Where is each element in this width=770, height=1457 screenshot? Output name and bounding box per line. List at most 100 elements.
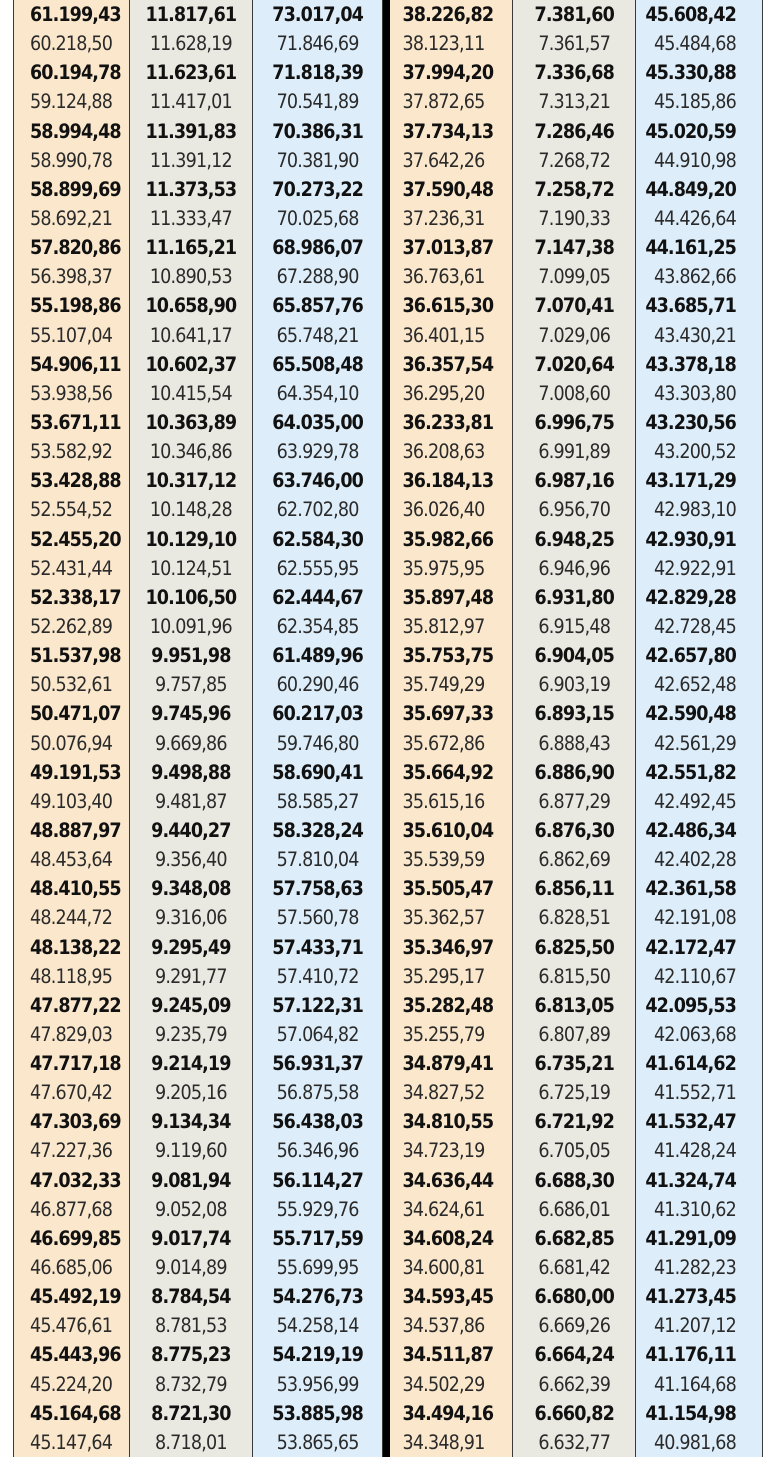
table-cell: 41.532,47 xyxy=(645,1110,737,1134)
table-cell: 43.862,66 xyxy=(653,265,737,289)
table-cell: 6.688,30 xyxy=(534,1168,615,1192)
table-cell: 11.817,61 xyxy=(145,3,238,26)
table-cell: 7.313,21 xyxy=(538,90,611,114)
table-cell: 58.690,41 xyxy=(272,760,364,784)
table-cell: 46.685,06 xyxy=(30,1256,113,1280)
table-cell: 58.990,78 xyxy=(30,148,113,172)
table-cell: 34.600,81 xyxy=(402,1256,485,1280)
table-cell: 9.951,98 xyxy=(151,644,231,668)
table-cell: 45.484,68 xyxy=(653,32,737,56)
table-cell: 9.348,08 xyxy=(151,877,231,901)
table-cell: 45.224,20 xyxy=(30,1372,113,1396)
table-cell: 35.664,92 xyxy=(402,760,494,784)
table-cell: 38.123,11 xyxy=(402,32,485,56)
table-cell: 49.103,40 xyxy=(30,789,113,813)
table-cell: 57.758,63 xyxy=(272,877,364,901)
table-cell: 35.539,59 xyxy=(402,848,485,872)
table-cell: 70.541,89 xyxy=(276,90,360,114)
table-cell: 6.632,77 xyxy=(538,1430,611,1454)
table-cell: 8.781,53 xyxy=(155,1314,228,1338)
table-cell: 36.233,81 xyxy=(402,410,494,434)
table-cell: 65.748,21 xyxy=(276,323,360,347)
table-cell: 6.807,89 xyxy=(538,1022,611,1046)
table-cell: 62.702,80 xyxy=(276,498,360,522)
table-cell: 58.899,69 xyxy=(30,177,122,201)
table-cell: 60.194,78 xyxy=(30,61,122,85)
table-cell: 48.453,64 xyxy=(30,848,113,872)
table-cell: 7.008,60 xyxy=(538,381,611,405)
table-cell: 6.888,43 xyxy=(538,731,611,755)
table-cell: 9.745,96 xyxy=(151,702,231,726)
table-cell: 10.317,12 xyxy=(145,469,238,493)
table-cell: 54.219,19 xyxy=(272,1343,364,1367)
table-cell: 10.641,17 xyxy=(149,323,233,347)
table-cell: 64.354,10 xyxy=(276,381,360,405)
table-cell: 64.035,00 xyxy=(272,410,364,434)
table-cell: 6.664,24 xyxy=(534,1343,615,1367)
table-cell: 44.910,98 xyxy=(653,148,737,172)
column-2: 11.817,61 11.628,19 11.623,61 11.417,01 11.3… xyxy=(129,0,253,1457)
table-cell: 42.922,91 xyxy=(653,556,737,580)
table-cell: 53.428,88 xyxy=(30,469,122,493)
table-cell: 46.877,68 xyxy=(30,1197,113,1221)
table-cell: 36.184,13 xyxy=(402,469,494,493)
table-cell: 56.931,37 xyxy=(272,1052,364,1076)
table-cell: 52.338,17 xyxy=(30,585,122,609)
table-cell: 35.749,29 xyxy=(402,673,485,697)
table-cell: 10.346,86 xyxy=(149,440,233,464)
table-cell: 10.129,10 xyxy=(145,527,238,551)
table-cell: 47.227,36 xyxy=(30,1139,113,1163)
table-cell: 68.986,07 xyxy=(272,236,364,260)
table-cell: 41.282,23 xyxy=(653,1256,737,1280)
table-cell: 42.110,67 xyxy=(653,964,737,988)
table-cell: 54.258,14 xyxy=(276,1314,360,1338)
table-cell: 9.081,94 xyxy=(151,1168,231,1192)
table-cell: 6.825,50 xyxy=(534,935,615,959)
table-cell: 42.402,28 xyxy=(653,848,737,872)
table-cell: 6.721,92 xyxy=(534,1110,615,1134)
table-cell: 6.948,25 xyxy=(534,527,615,551)
table-cell: 49.191,53 xyxy=(30,760,122,784)
table-cell: 47.877,22 xyxy=(30,993,122,1017)
table-cell: 35.295,17 xyxy=(402,964,485,988)
table-cell: 7.020,64 xyxy=(534,352,615,376)
table-cell: 46.699,85 xyxy=(30,1226,122,1250)
table-cell: 36.401,15 xyxy=(402,323,485,347)
table-cell: 10.124,51 xyxy=(149,556,233,580)
table-cell: 45.330,88 xyxy=(645,61,737,85)
table-cell: 7.268,72 xyxy=(538,148,611,172)
table-cell: 34.537,86 xyxy=(402,1314,485,1338)
table-cell: 9.316,06 xyxy=(155,906,228,930)
table-cell: 36.357,54 xyxy=(402,352,494,376)
table-cell: 42.930,91 xyxy=(645,527,737,551)
table-cell: 9.017,74 xyxy=(151,1226,231,1250)
table-cell: 7.336,68 xyxy=(534,61,615,85)
table-cell: 63.746,00 xyxy=(272,469,364,493)
table-cell: 53.582,92 xyxy=(30,440,113,464)
table-cell: 55.107,04 xyxy=(30,323,113,347)
table-cell: 41.310,62 xyxy=(653,1197,737,1221)
table-cell: 37.872,65 xyxy=(402,90,485,114)
table-cell: 34.624,61 xyxy=(402,1197,485,1221)
table-cell: 61.489,96 xyxy=(272,644,364,668)
table-cell: 6.931,80 xyxy=(534,585,615,609)
table-cell: 55.699,95 xyxy=(276,1256,360,1280)
table-cell: 34.502,29 xyxy=(402,1372,485,1396)
table-cell: 8.784,54 xyxy=(151,1285,231,1309)
table-cell: 9.669,86 xyxy=(155,731,228,755)
table-cell: 70.025,68 xyxy=(276,206,360,230)
table-cell: 6.946,96 xyxy=(538,556,611,580)
table-cell: 10.890,53 xyxy=(149,265,233,289)
column-3: 73.017,04 71.846,69 71.818,39 70.541,89 70.3… xyxy=(252,0,384,1457)
table-cell: 34.511,87 xyxy=(402,1343,494,1367)
table-cell: 6.828,51 xyxy=(538,906,611,930)
table-cell: 53.938,56 xyxy=(30,381,113,405)
table-cell: 34.810,55 xyxy=(402,1110,494,1134)
table-cell: 9.052,08 xyxy=(155,1197,228,1221)
table-cell: 35.672,86 xyxy=(402,731,485,755)
table-cell: 35.753,75 xyxy=(402,644,494,668)
table-divider xyxy=(383,0,391,1457)
table-cell: 7.099,05 xyxy=(538,265,611,289)
table-cell: 53.671,11 xyxy=(30,410,122,434)
table-cell: 42.728,45 xyxy=(653,614,737,638)
